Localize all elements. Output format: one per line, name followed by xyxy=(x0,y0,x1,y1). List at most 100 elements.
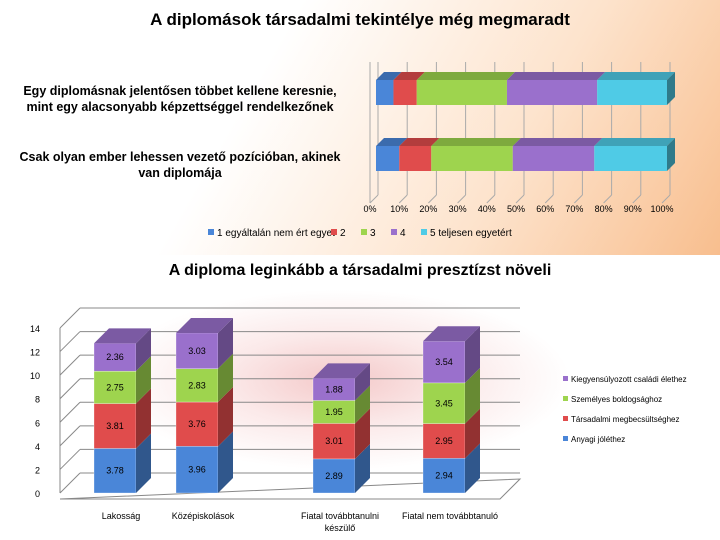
y-tick-label: 10 xyxy=(30,371,40,381)
bar-top xyxy=(393,72,425,80)
legend-label: 1 egyáltalán nem ért egyet xyxy=(217,228,335,239)
x-tick-label: Fiatal továbbtanulni xyxy=(301,511,379,521)
y-tick-label: 0 xyxy=(35,489,40,499)
legend-swatch xyxy=(563,416,568,421)
x-tick-label: 90% xyxy=(624,204,642,214)
x-tick-label: Középiskolások xyxy=(172,511,235,521)
gridline xyxy=(574,194,583,204)
bar-side xyxy=(355,443,370,493)
legend-swatch xyxy=(563,376,568,381)
x-tick-label: 80% xyxy=(595,204,613,214)
bar-side xyxy=(218,431,233,493)
bar-side xyxy=(355,385,370,424)
bar-top xyxy=(597,72,675,80)
bar-segment xyxy=(93,448,137,494)
gridline xyxy=(369,194,379,204)
data-label: 3.03 xyxy=(188,346,206,356)
gridline xyxy=(486,194,496,204)
data-label: 3.54 xyxy=(435,357,453,367)
bar-segment xyxy=(175,368,219,403)
bar-segment-3 xyxy=(431,146,513,171)
gridline xyxy=(398,194,408,204)
x-tick-label: készülő xyxy=(325,523,356,533)
legend-label: Kiegyensúlyozott családi élethez xyxy=(571,375,687,384)
legend-swatch xyxy=(563,396,568,401)
bar-top xyxy=(423,326,480,342)
bar-segment-1 xyxy=(376,146,400,171)
y-tick-label: 14 xyxy=(30,324,40,334)
data-label: 1.88 xyxy=(325,384,343,394)
gridline xyxy=(59,425,81,447)
gridline xyxy=(59,378,81,400)
bar-side xyxy=(136,433,151,493)
category-label: Egy diplomásnak jelentősen többet kellen… xyxy=(23,84,337,114)
gridline xyxy=(544,194,554,204)
bar-segment xyxy=(175,446,219,494)
x-tick-label: 50% xyxy=(507,204,525,214)
bar-top xyxy=(313,363,370,379)
data-label: 2.83 xyxy=(188,380,206,390)
data-label: 3.45 xyxy=(435,398,453,408)
gridline xyxy=(59,354,81,376)
bar-top xyxy=(176,317,233,333)
bar-side xyxy=(465,408,480,459)
bar-side xyxy=(667,72,675,105)
data-label: 3.96 xyxy=(188,465,206,475)
bar-side xyxy=(355,408,370,459)
gridline xyxy=(457,194,466,204)
legend-swatch xyxy=(421,229,427,235)
legend-swatch xyxy=(391,229,397,235)
legend-swatch xyxy=(208,229,214,235)
bar-side xyxy=(218,317,233,369)
data-label: 1.95 xyxy=(325,407,343,417)
legend-label: 4 xyxy=(400,228,406,239)
bar-segment xyxy=(93,403,137,449)
gridline xyxy=(59,401,81,423)
bar-top xyxy=(431,138,521,146)
legend-swatch xyxy=(563,436,568,441)
legend-label: Személyes boldogsághoz xyxy=(571,395,662,404)
gridline xyxy=(59,307,81,329)
x-tick-label: 20% xyxy=(419,204,437,214)
bar-segment xyxy=(422,423,466,459)
bar-top xyxy=(506,72,606,80)
bar-side xyxy=(465,443,480,493)
bar-segment-1 xyxy=(376,80,394,105)
floor xyxy=(59,478,522,500)
bar-top xyxy=(416,72,515,80)
x-tick-label: 30% xyxy=(449,204,467,214)
category-label: Csak olyan ember lehessen vezető pozíció… xyxy=(19,150,341,180)
legend-swatch xyxy=(331,229,337,235)
bar-top xyxy=(399,138,440,146)
data-label: 2.94 xyxy=(435,471,453,481)
x-tick-label: 0% xyxy=(363,204,376,214)
y-tick-label: 2 xyxy=(35,465,40,475)
bar-segment xyxy=(422,382,466,424)
bar-segment-2 xyxy=(399,146,432,171)
bar-side xyxy=(465,326,480,383)
data-label: 2.89 xyxy=(325,471,343,481)
data-label: 3.76 xyxy=(188,419,206,429)
data-label: 2.75 xyxy=(106,382,124,392)
y-tick-label: 8 xyxy=(35,395,40,405)
x-tick-label: Fiatal nem továbbtanuló xyxy=(402,511,498,521)
data-label: 3.78 xyxy=(106,466,124,476)
y-tick-label: 4 xyxy=(35,442,40,452)
bar-side xyxy=(667,138,675,171)
gridline xyxy=(632,194,642,204)
x-tick-label: 60% xyxy=(536,204,554,214)
bar-top xyxy=(376,138,408,146)
bar-side xyxy=(136,356,151,404)
bar-segment-4 xyxy=(512,146,595,171)
bar-top xyxy=(376,72,402,80)
legend-label: 2 xyxy=(340,228,346,239)
gridline xyxy=(603,194,612,204)
data-label: 3.01 xyxy=(325,436,343,446)
bar-segment xyxy=(422,458,466,494)
bar-segment xyxy=(175,401,219,447)
legend-label: 3 xyxy=(370,228,376,239)
x-tick-label: 70% xyxy=(565,204,583,214)
y-tick-label: 12 xyxy=(30,348,40,358)
top-background xyxy=(0,0,720,255)
